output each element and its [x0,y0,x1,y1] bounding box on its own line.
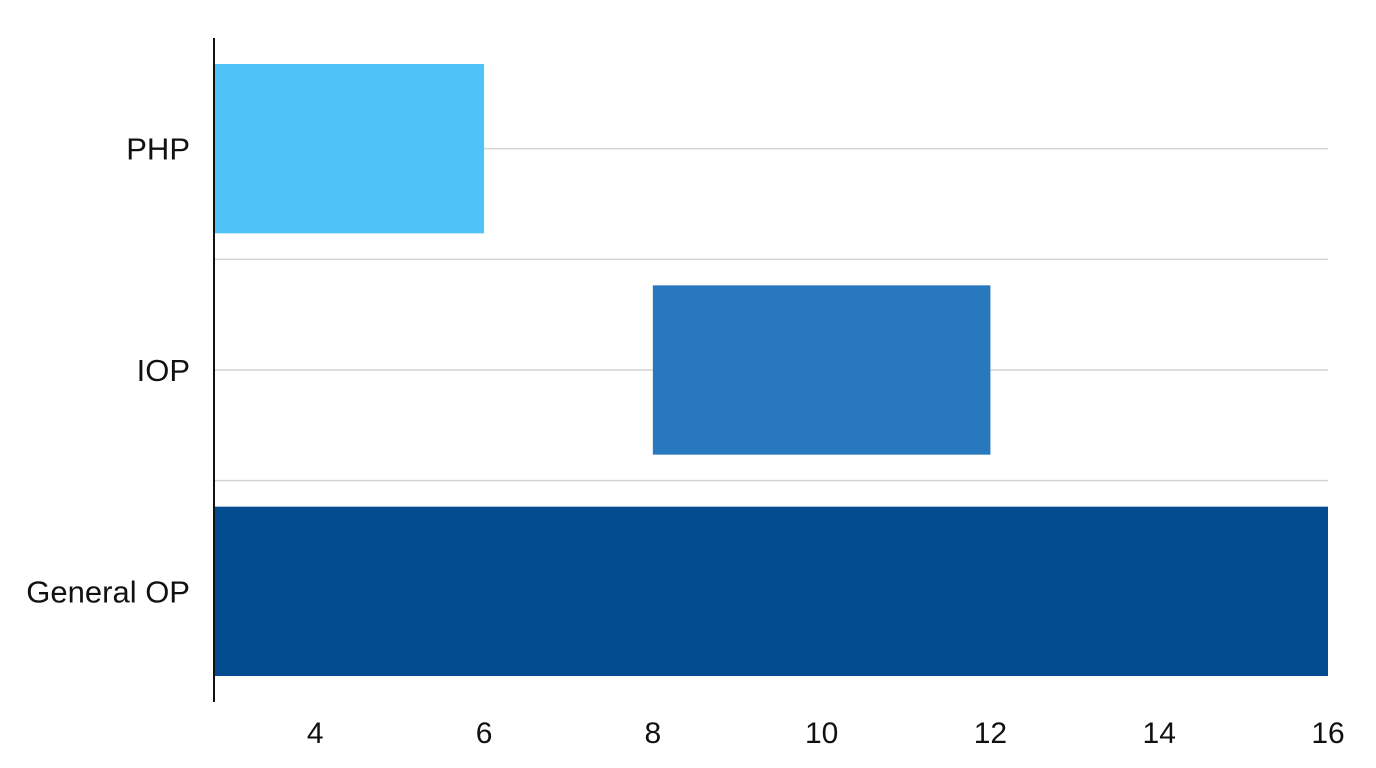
x-tick-label: 4 [307,717,324,750]
category-label: IOP [137,353,190,388]
x-tick-label: 8 [645,717,662,750]
category-label: PHP [126,132,190,167]
x-tick-label: 14 [1143,717,1176,750]
category-labels: PHP IOP General OP [26,132,190,610]
bar-php [214,64,485,234]
x-tick-label: 10 [805,717,838,750]
category-label: General OP [26,574,190,609]
bar-general-op [214,506,1328,676]
x-tick-label: 12 [974,717,1007,750]
x-tick-labels: 4 6 8 10 12 14 16 [307,717,1345,750]
bars [214,64,1328,676]
x-tick-label: 16 [1311,717,1344,750]
x-tick-label: 6 [476,717,493,750]
bar-iop [652,285,991,455]
